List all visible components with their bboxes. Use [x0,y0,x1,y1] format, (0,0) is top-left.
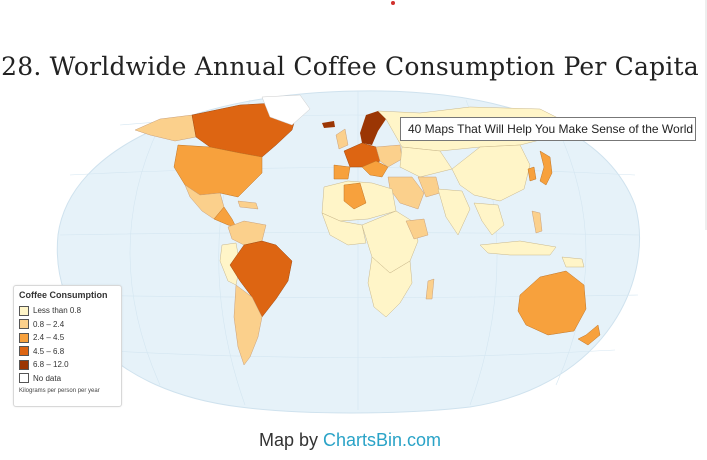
world-map[interactable] [0,85,707,415]
region-usa[interactable] [173,144,263,198]
legend-title: Coffee Consumption [19,290,108,300]
page-edge-divider [705,0,707,230]
legend-swatch [19,319,29,330]
legend-label: Less than 0.8 [33,306,82,316]
legend-item-no-data: No data [19,372,116,386]
legend-swatch [19,332,29,343]
legend-swatch [19,373,29,384]
region-central-asia[interactable] [399,146,453,178]
red-dot-marker [391,1,395,5]
region-ethiopia[interactable] [405,218,429,240]
legend-note: Kilograms per person per year [19,388,100,394]
region-scandinavia[interactable] [360,111,386,145]
region-southeast-asia[interactable] [473,202,505,236]
region-philippines[interactable] [531,210,543,234]
region-japan[interactable] [539,150,553,186]
legend-item-4-5-6-8: 4.5 – 6.8 [19,345,116,359]
region-iberia[interactable] [333,164,351,180]
legend-label: 6.8 – 12.0 [33,360,69,370]
legend-swatch [19,305,29,316]
page-title: 28. Worldwide Annual Coffee Consumption … [1,52,699,81]
legend-item-2-4-4-5: 2.4 – 4.5 [19,331,116,345]
region-algeria[interactable] [343,182,367,210]
region-new-zealand[interactable] [577,324,601,346]
map-tooltip: 40 Maps That Will Help You Make Sense of… [400,117,696,141]
region-eastern-europe[interactable] [375,144,403,168]
region-brazil[interactable] [229,240,293,318]
map-legend: Coffee Consumption Less than 0.8 0.8 – 2… [13,285,122,407]
legend-label: 0.8 – 2.4 [33,319,65,329]
legend-item-0-8-2-4: 0.8 – 2.4 [19,318,116,332]
legend-label: 2.4 – 4.5 [33,333,65,343]
region-argentina-chile[interactable] [233,284,263,366]
credit-prefix: Map by [258,430,318,450]
region-caribbean[interactable] [237,200,259,210]
region-iceland[interactable] [322,121,335,128]
region-greenland [261,94,311,126]
region-central-america[interactable] [213,206,237,228]
region-korea[interactable] [527,166,537,182]
legend-label: 4.5 – 6.8 [33,346,65,356]
region-italy-balkans[interactable] [361,160,389,178]
region-australia[interactable] [517,270,587,336]
legend-item-less-than-0-8: Less than 0.8 [19,304,116,318]
region-west-africa[interactable] [321,212,367,246]
legend-item-6-8-12-0: 6.8 – 12.0 [19,358,116,372]
region-uk[interactable] [335,128,349,150]
chartsbin-link[interactable]: ChartsBin.com [323,430,442,450]
region-china[interactable] [451,144,531,202]
legend-swatch [19,359,29,370]
region-madagascar[interactable] [425,278,435,300]
legend-label: No data [33,373,62,383]
region-indonesia[interactable] [479,240,557,256]
region-southern-africa[interactable] [367,256,413,318]
region-new-guinea[interactable] [561,256,585,268]
legend-swatch [19,346,29,357]
region-india[interactable] [437,188,471,236]
map-credit: Map by ChartsBin.com [0,430,700,451]
